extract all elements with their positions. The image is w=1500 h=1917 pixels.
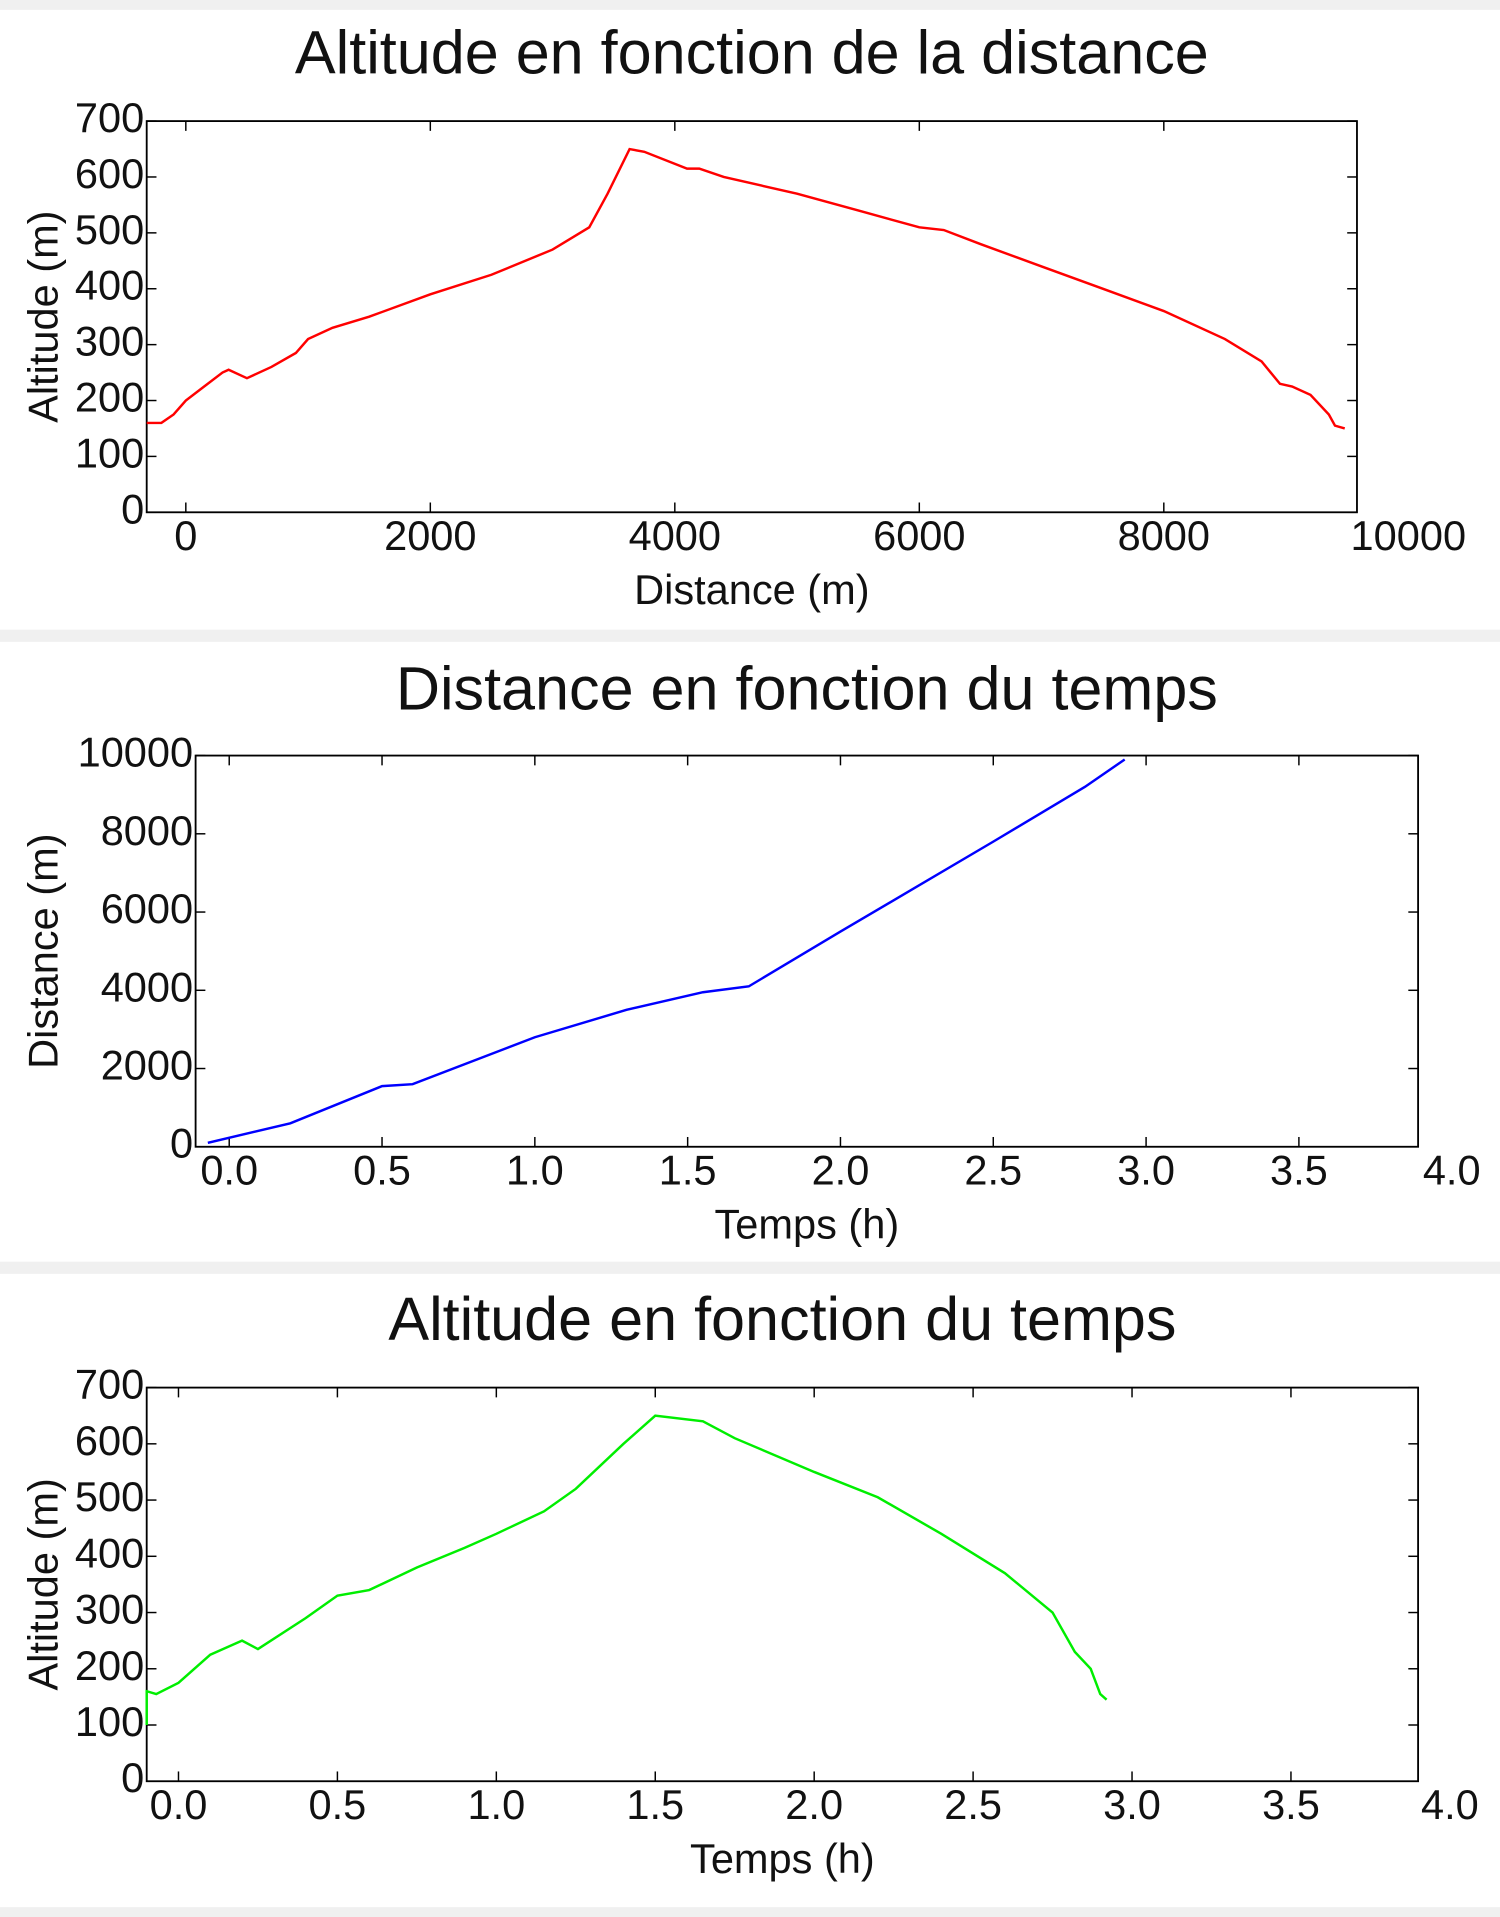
y-axis-label: Altitude (m) xyxy=(19,1478,66,1690)
y-tick-label: 500 xyxy=(75,1473,144,1520)
chart-title: Distance en fonction du temps xyxy=(396,654,1218,722)
x-tick-label: 8000 xyxy=(1118,512,1210,559)
x-axis-label: Distance (m) xyxy=(634,566,869,613)
y-axis-label: Distance (m) xyxy=(19,833,66,1068)
data-line xyxy=(207,758,1126,1145)
x-tick-label: 3.0 xyxy=(1117,1147,1175,1194)
y-tick-label: 300 xyxy=(75,1586,144,1633)
chart-title: Altitude en fonction du temps xyxy=(388,1285,1176,1353)
x-tick-label: 2000 xyxy=(384,512,476,559)
x-axis-label: Temps (h) xyxy=(690,1835,875,1882)
x-tick-label: 0.5 xyxy=(353,1147,411,1194)
x-tick-label: 3.0 xyxy=(1103,1781,1161,1828)
y-axis-label: Altitude (m) xyxy=(19,210,66,422)
x-tick-label: 10000 xyxy=(1351,512,1467,559)
x-axis-label: Temps (h) xyxy=(715,1200,900,1247)
y-tick-label: 10000 xyxy=(78,729,194,776)
x-tick-label: 1.0 xyxy=(506,1147,564,1194)
x-tick-label: 0 xyxy=(174,512,197,559)
x-tick-label: 0.0 xyxy=(200,1147,258,1194)
y-tick-label: 200 xyxy=(75,1642,144,1689)
plot-frame xyxy=(145,1386,1420,1783)
data-line xyxy=(145,1414,1108,1726)
x-tick-label: 4.0 xyxy=(1423,1147,1481,1194)
y-tick-label: 300 xyxy=(75,318,144,365)
plot-frame xyxy=(145,120,1358,514)
y-tick-label: 0 xyxy=(121,1754,144,1801)
chart-title: Altitude en fonction de la distance xyxy=(295,19,1209,87)
x-tick-label: 3.5 xyxy=(1270,1147,1328,1194)
y-tick-label: 700 xyxy=(75,1361,144,1408)
x-tick-label: 2.0 xyxy=(812,1147,870,1194)
y-tick-label: 6000 xyxy=(101,885,193,932)
x-tick-label: 4.0 xyxy=(1421,1781,1479,1828)
data-line xyxy=(146,147,1346,430)
y-tick-label: 100 xyxy=(75,1698,144,1745)
x-tick-label: 1.0 xyxy=(467,1781,525,1828)
y-tick-label: 2000 xyxy=(101,1042,193,1089)
y-tick-label: 0 xyxy=(170,1120,193,1167)
y-tick-label: 700 xyxy=(75,94,144,141)
y-tick-label: 600 xyxy=(75,150,144,197)
y-tick-label: 0 xyxy=(121,485,144,532)
y-tick-label: 400 xyxy=(75,262,144,309)
x-tick-label: 6000 xyxy=(873,512,965,559)
y-tick-label: 600 xyxy=(75,1417,144,1464)
y-tick-label: 8000 xyxy=(101,807,193,854)
x-tick-label: 2.0 xyxy=(785,1781,843,1828)
y-tick-label: 400 xyxy=(75,1529,144,1576)
x-tick-label: 0.0 xyxy=(150,1781,208,1828)
x-tick-label: 2.5 xyxy=(964,1147,1022,1194)
x-tick-label: 0.5 xyxy=(309,1781,367,1828)
y-tick-label: 4000 xyxy=(101,963,193,1010)
x-tick-label: 1.5 xyxy=(626,1781,684,1828)
x-tick-label: 2.5 xyxy=(944,1781,1002,1828)
y-tick-label: 100 xyxy=(75,429,144,476)
y-tick-label: 500 xyxy=(75,206,144,253)
y-tick-label: 200 xyxy=(75,374,144,421)
x-tick-label: 3.5 xyxy=(1262,1781,1320,1828)
x-tick-label: 1.5 xyxy=(659,1147,717,1194)
x-tick-label: 4000 xyxy=(629,512,721,559)
